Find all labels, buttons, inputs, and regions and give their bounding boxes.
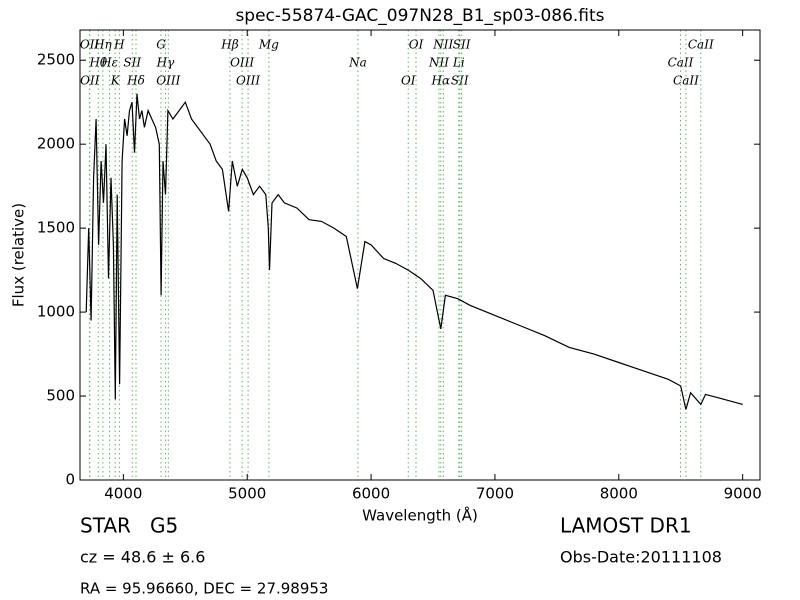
y-tick-label: 1500 (37, 219, 75, 237)
x-tick-label: 5000 (228, 485, 266, 503)
spectral-line-label: OI (401, 74, 416, 88)
spectral-line-label: H (113, 38, 125, 52)
spectral-line-label: OIII (156, 74, 180, 88)
spectral-line-label: Hε (100, 56, 118, 70)
spectral-line-label: NII (428, 56, 449, 70)
y-tick-label: 2500 (37, 51, 75, 69)
redshift: cz = 48.6 ± 6.6 (80, 548, 205, 567)
spectrum (85, 93, 743, 410)
plot-frame (79, 29, 761, 481)
spectral-line-label: Hβ (220, 38, 238, 52)
object-class: STAR G5 (80, 514, 178, 538)
y-axis-label: Flux (relative) (10, 203, 28, 307)
spectral-line-label: OII (80, 74, 100, 88)
spectral-line-label: OIII (230, 56, 254, 70)
survey: LAMOST DR1 (560, 514, 692, 538)
spectral-line-label: SII (123, 56, 141, 70)
spectral-line-label: Hδ (126, 74, 145, 88)
spectral-line-label: CaII (688, 38, 714, 52)
chart-title: spec-55874-GAC_097N28_B1_sp03-086.fits (235, 6, 604, 26)
coordinates: RA = 95.96660, DEC = 27.98953 (80, 580, 328, 598)
x-tick-label: 4000 (104, 485, 142, 503)
spectral-line-label: Mg (258, 38, 279, 52)
y-tick-label: 0 (65, 471, 75, 489)
x-axis-label: Wavelength (Å) (362, 506, 478, 525)
obs-date: Obs-Date:20111108 (560, 548, 722, 567)
x-tick-label: 6000 (352, 485, 390, 503)
x-tick-label: 7000 (476, 485, 514, 503)
y-tick-label: 1000 (37, 303, 75, 321)
spectral-line-label: CaII (673, 74, 699, 88)
spectral-line-label: SII (451, 74, 469, 88)
spectral-line-label: Na (348, 56, 367, 70)
spectral-line-label: OIII (236, 74, 260, 88)
x-tick-label: 9000 (724, 485, 762, 503)
spectral-line-label: SII (453, 38, 471, 52)
spectral-line-label: CaII (668, 56, 694, 70)
spectral-line-label: Hα (431, 74, 451, 88)
spectral-line-label: NII (432, 38, 453, 52)
spectral-line-label: Hη (93, 38, 112, 52)
x-tick-label: 8000 (600, 485, 638, 503)
spectral-line-label: Li (452, 56, 465, 70)
spectral-line-label: Hγ (156, 56, 175, 70)
spectral-line-label: OI (409, 38, 424, 52)
y-tick-label: 500 (46, 387, 75, 405)
y-tick-label: 2000 (37, 135, 75, 153)
spectral-line-label: G (156, 38, 166, 52)
spectral-line-label: K (110, 74, 121, 88)
